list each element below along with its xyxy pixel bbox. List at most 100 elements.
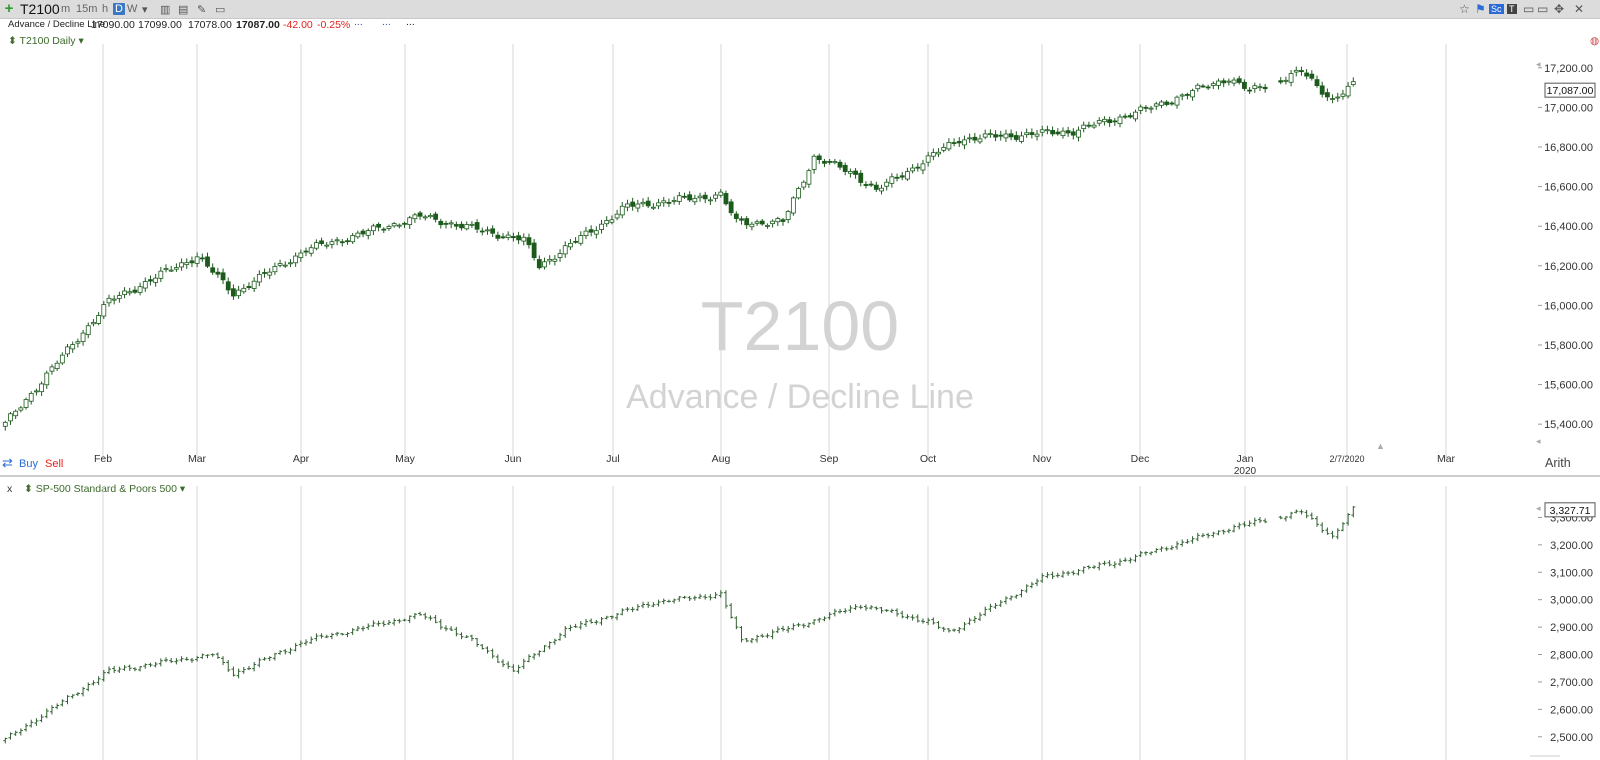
buy-button[interactable]: Buy [19, 458, 38, 470]
candle-body [106, 297, 112, 304]
add-chart-icon[interactable]: + [4, 0, 14, 17]
y-axis-tick-label: 15,600.00 [1544, 380, 1593, 392]
candle-body [1236, 78, 1242, 83]
candle-body [13, 410, 19, 417]
sc-logo-icon[interactable]: Sc [1489, 4, 1504, 14]
candle-body [941, 147, 947, 151]
candle-body [801, 181, 807, 188]
bar-chart-icon[interactable]: ▥ [160, 4, 171, 16]
notes-icon[interactable]: ▭ [215, 4, 226, 16]
candle-body [526, 237, 532, 246]
candle-body [827, 161, 833, 163]
x-axis-label: Jun [505, 453, 522, 465]
y-axis-tick-label: 3,100.00 [1550, 567, 1593, 579]
palette-icon[interactable]: ◍ [1590, 35, 1600, 47]
compare-icon[interactable]: ▤ [178, 4, 189, 16]
candle-body [91, 322, 96, 325]
close-icon[interactable]: ✕ [1574, 2, 1585, 16]
more-dots-2: ... [382, 16, 391, 28]
move-icon[interactable]: ✥ [1554, 2, 1565, 16]
candle-body [910, 167, 916, 172]
candle-body [837, 161, 843, 168]
candle-body [236, 289, 242, 297]
scroll-left-icon[interactable]: ◂ [1536, 59, 1541, 69]
candle-body [402, 222, 407, 225]
candle-body [469, 223, 475, 226]
star-icon[interactable]: ☆ [1459, 2, 1470, 16]
timeframe-minute[interactable]: m [61, 3, 71, 15]
more-dots-3: ... [406, 16, 415, 28]
draw-icon[interactable]: ✎ [197, 4, 207, 16]
maximize-icon[interactable]: ▭ [1537, 2, 1549, 16]
candle-body [256, 273, 262, 283]
candle-body [619, 205, 625, 216]
candle-body [1293, 69, 1299, 73]
candle-body [1314, 79, 1320, 87]
candle-body [417, 212, 423, 217]
candle-body [666, 201, 672, 204]
candle-body [396, 224, 402, 227]
candle-body [583, 230, 589, 236]
y-axis-tick-label: 2,500.00 [1550, 732, 1593, 744]
candle-body [422, 216, 428, 219]
sell-button[interactable]: Sell [45, 458, 63, 470]
candle-body [194, 256, 200, 264]
candle-body [516, 235, 521, 241]
flag-icon[interactable]: ⚑ [1475, 2, 1486, 16]
candle-body [1200, 85, 1206, 88]
candle-body [1050, 130, 1055, 135]
symbol-label[interactable]: T2100 [20, 1, 60, 17]
candle-body [1081, 124, 1087, 130]
candle-body [1242, 81, 1247, 89]
y-axis-tick-label: 16,800.00 [1544, 142, 1593, 154]
timeframe-hour[interactable]: h [102, 3, 109, 15]
x-axis-label: Dec [1131, 453, 1150, 465]
remove-panel-button[interactable]: x [7, 483, 13, 495]
chart-title-t2100[interactable]: ⬍ T2100 Daily ▾ [8, 35, 84, 47]
candle-body [142, 281, 148, 289]
candle-body [1019, 135, 1024, 142]
candle-body [702, 194, 708, 200]
candle-body [645, 200, 651, 207]
candle-body [536, 259, 542, 269]
tools-icon[interactable]: T [1507, 4, 1517, 14]
scale-type-button[interactable]: Arith [1545, 456, 1571, 470]
candle-body [1350, 81, 1356, 85]
candle-body [339, 241, 345, 244]
candle-body [1055, 131, 1061, 135]
candle-body [18, 407, 24, 411]
candle-body [1210, 83, 1216, 86]
candle-body [650, 206, 656, 209]
x-axis-label: Nov [1033, 453, 1052, 465]
timeframe-daily[interactable]: D [113, 3, 125, 15]
candle-body [49, 366, 55, 372]
chart-title-sp500[interactable]: ⬍ SP-500 Standard & Poors 500 ▾ [24, 483, 186, 495]
candle-body [448, 222, 454, 225]
candle-body [899, 175, 905, 178]
y-axis-tick-label: 2,900.00 [1550, 622, 1593, 634]
chevron-down-icon[interactable]: ▾ [142, 4, 148, 16]
candle-body [44, 372, 50, 386]
candle-body [1226, 80, 1232, 83]
last-value-box [1544, 82, 1596, 98]
candle-body [412, 214, 418, 220]
timeframe-15m[interactable]: 15m [76, 3, 98, 15]
candle-body [682, 195, 687, 198]
timeframe-weekly[interactable]: W [127, 3, 138, 15]
last-value-label: 17,087.00 [1547, 85, 1594, 97]
candle-body [972, 136, 978, 141]
candle-body [822, 160, 827, 164]
candle-body [770, 220, 776, 225]
trade-icon[interactable]: ⇄ [2, 455, 13, 470]
candle-body [873, 184, 879, 190]
scroll-left-icon[interactable]: ◂ [1536, 436, 1541, 446]
candle-body [1045, 129, 1050, 132]
candle-body [179, 262, 184, 268]
candle-body [884, 181, 890, 187]
candle-body [85, 325, 91, 336]
candle-body [1122, 115, 1128, 118]
scroll-left-icon[interactable]: ◂ [1536, 503, 1541, 513]
minimize-icon[interactable]: ▭ [1523, 2, 1535, 16]
candle-body [718, 191, 724, 196]
